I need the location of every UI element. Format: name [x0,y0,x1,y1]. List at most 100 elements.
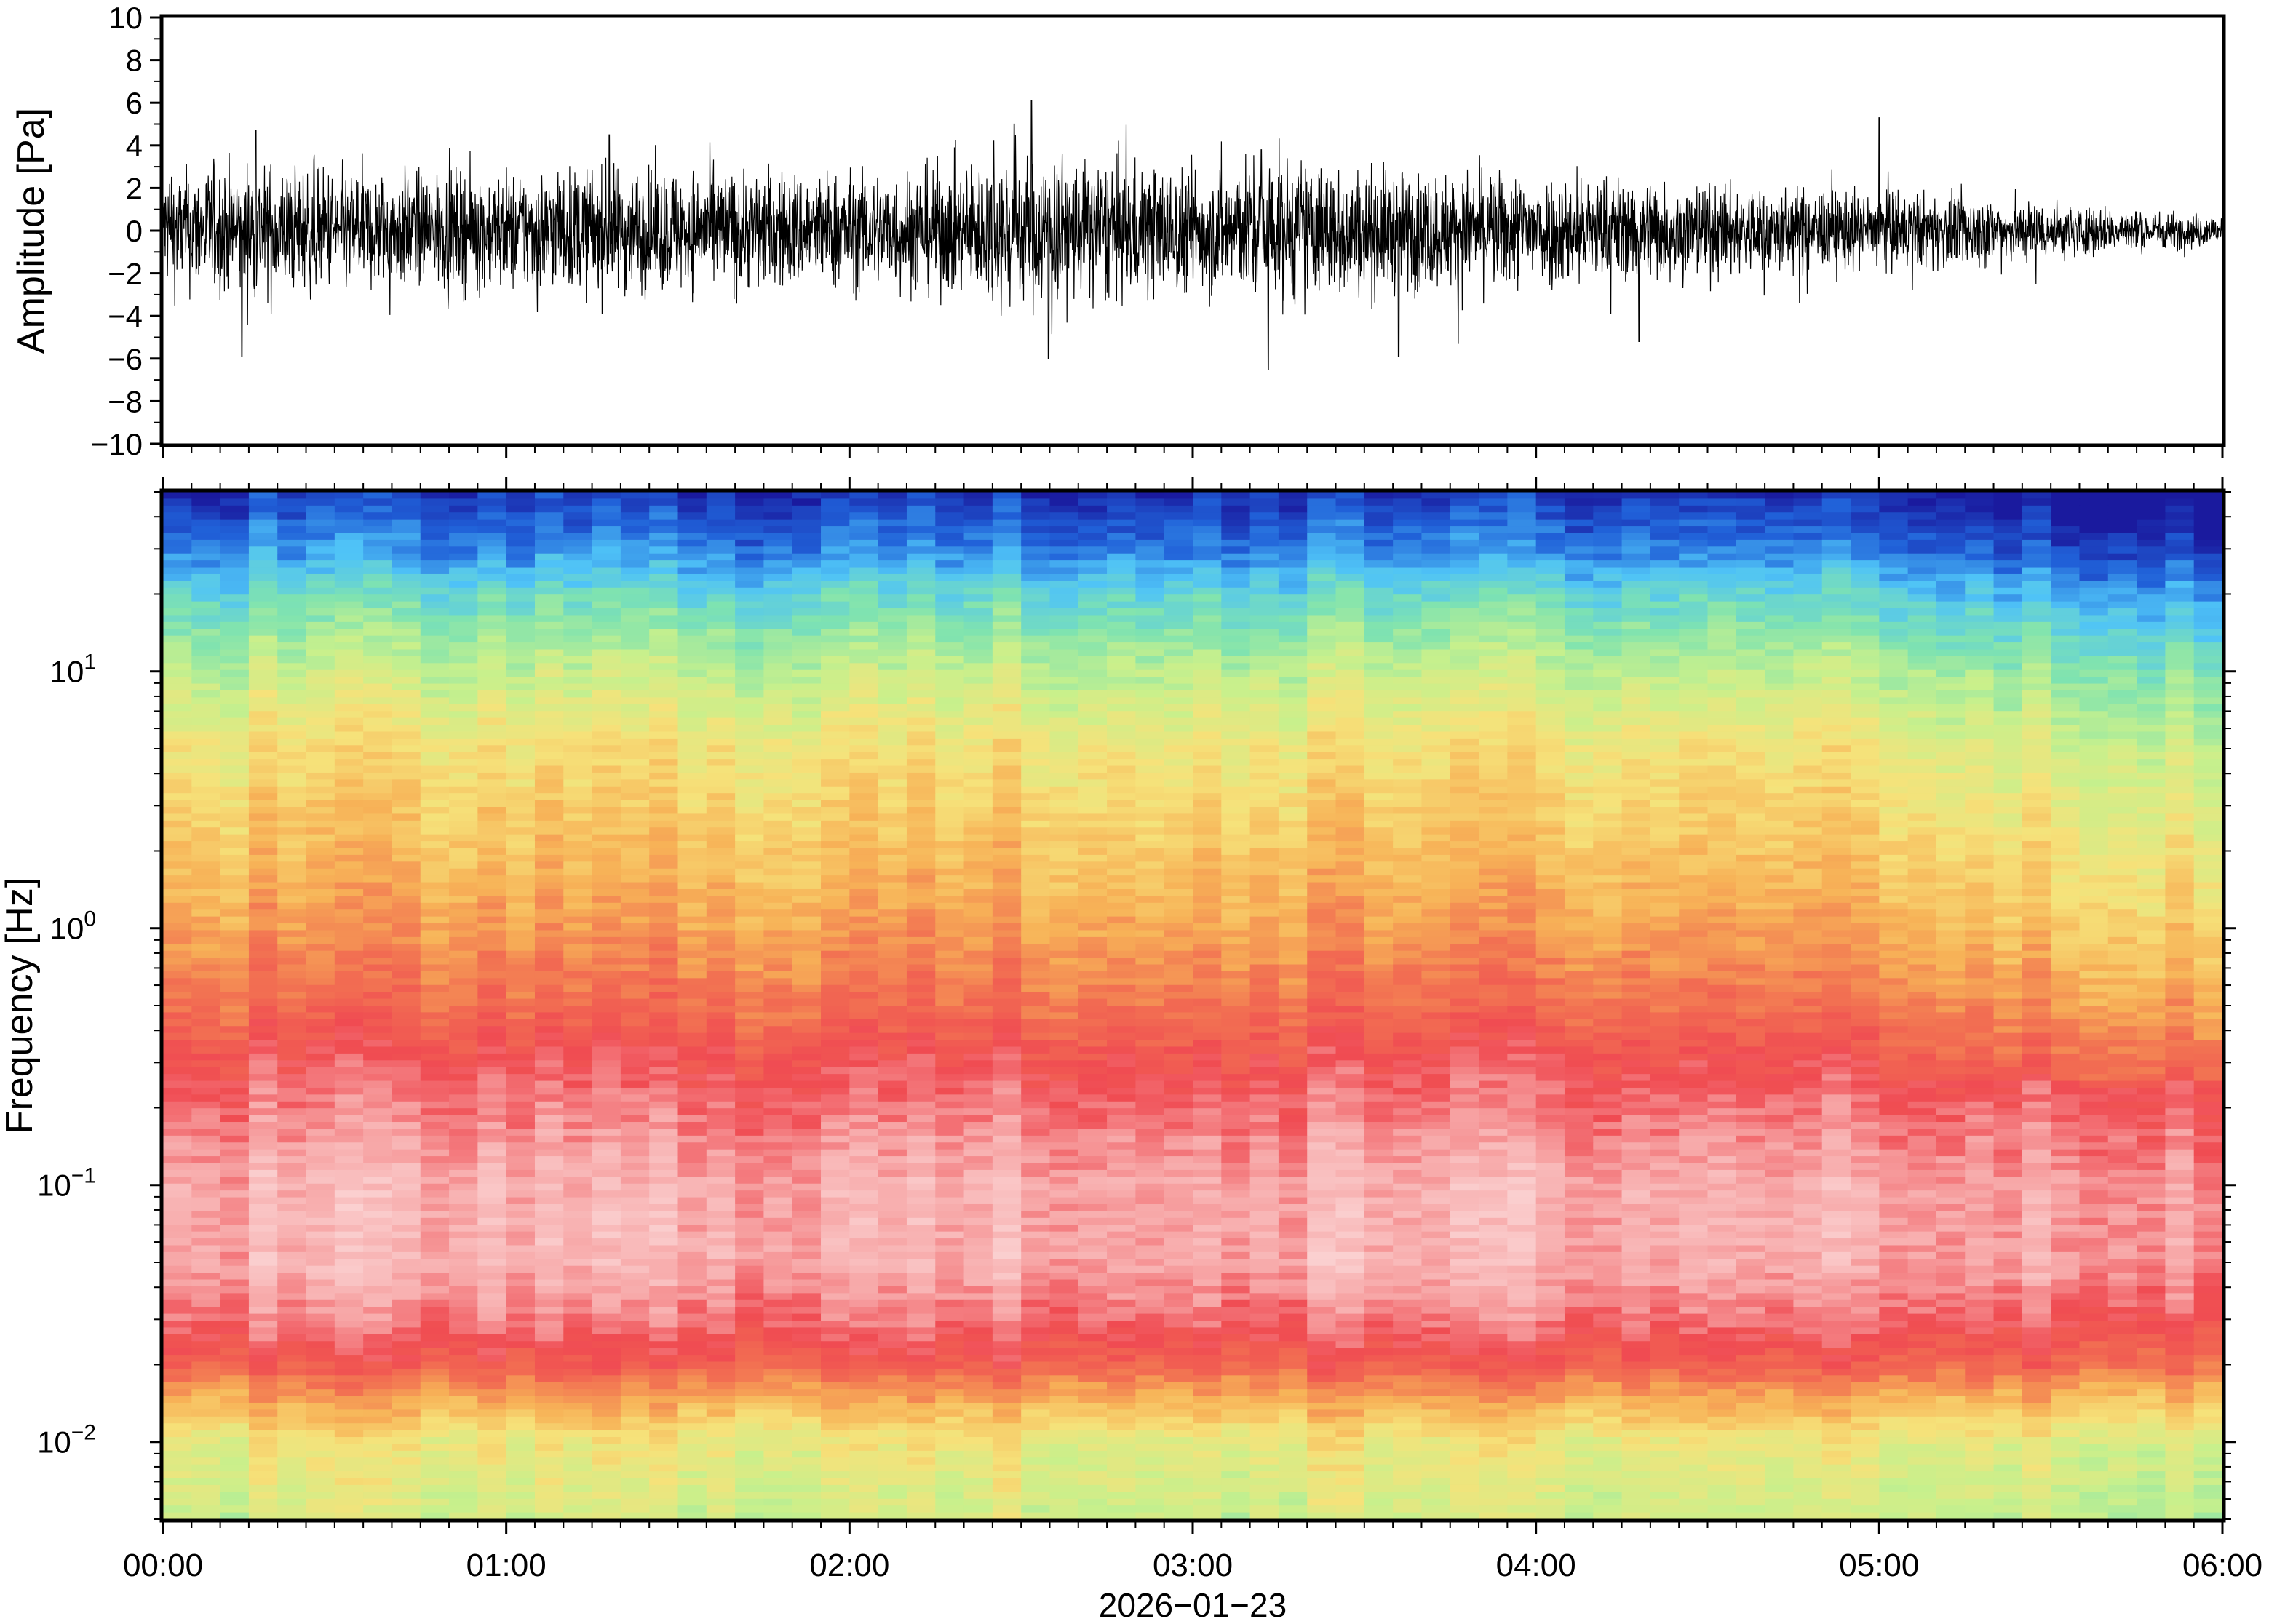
spectrogram-cell [792,820,822,828]
spectrogram-cell [1249,492,1279,500]
spectrogram-cell [191,888,221,896]
spectrogram-cell [1421,553,1451,561]
spectrogram-cell [735,793,765,801]
spectrogram-cell [563,765,593,773]
spectrogram-cell [1221,663,1251,671]
spectrogram-cell [306,800,335,808]
spectrogram-cell [506,587,536,595]
spectrogram-cell [1193,779,1222,787]
spectrogram-cell [1851,717,1880,725]
spectrogram-cell [1936,711,1966,719]
spectrogram-cell [735,690,765,698]
spectrogram-cell [2107,909,2137,918]
spectrogram-cell [1335,848,1365,856]
spectrogram-cell [1879,663,1909,671]
spectrogram-cell [1164,533,1193,541]
spectrogram-cell [1907,649,1937,657]
spectrogram-cell [1993,738,2023,746]
spectrogram-cell [1421,697,1451,705]
spectrogram-cell [620,717,650,725]
spectrogram-cell [706,601,736,609]
spectrogram-cell [1393,608,1423,616]
spectrogram-cell [849,711,879,719]
spectrogram-cell [2137,505,2166,513]
spectrogram-cell [334,868,364,876]
spectrogram-cell [1821,629,1851,637]
spectrogram-cell [620,772,650,780]
spectrogram-cell [763,683,793,691]
spectrogram-cell [277,492,307,500]
spectrogram-cell [706,752,736,760]
spectrogram-cell [1307,711,1337,719]
spectrogram-cell [1421,581,1451,589]
spectrogram-cell [735,546,765,554]
spectrogram-cell [1021,629,1051,637]
spectrogram-cell [1707,526,1737,534]
spectrogram-cell [849,546,879,554]
spectrogram-cell [1650,944,1680,952]
spectrogram-cell [992,827,1022,835]
spectrogram-cell [1879,690,1909,698]
spectrogram-cell [1221,944,1251,952]
spectrogram-cell [1479,635,1508,643]
spectrogram-cell [2022,725,2051,733]
spectrogram-cell [1650,820,1680,828]
spectrogram-cell [706,669,736,677]
spectrogram-cell [1135,526,1165,534]
spectrogram-cell [277,601,307,609]
spectrogram-cell [963,621,993,629]
spectrogram-cell [1879,533,1909,541]
spectrogram-cell [1965,704,1995,712]
spectrogram-cell [1765,827,1795,835]
spectrogram-cell [2165,745,2195,753]
spectrogram-cell [1450,759,1479,767]
spectrogram-cell [191,581,221,589]
spectrogram-cell [363,882,393,890]
spectrogram-cell [1278,841,1308,849]
spectrogram-cell [191,813,221,821]
spectrogram-cell [191,704,221,712]
spectrogram-cell [420,615,450,623]
spectrogram-cell [220,923,250,931]
spectrogram-cell [1765,629,1795,637]
spectrogram-cell [677,765,707,773]
spectrogram-cell [1364,492,1394,500]
spectrogram-cell [277,567,307,575]
spectrogram-cell [935,950,965,958]
spectrogram-cell [191,779,221,787]
spectrogram-cell [1593,950,1623,958]
spectrogram-cell [392,615,421,623]
spectrogram-cell [2165,683,2195,691]
spectrogram-cell [1479,629,1508,637]
spectrogram-cell [1679,567,1709,575]
spectrogram-cell [248,553,278,561]
spectrogram-cell [1450,848,1479,856]
spectrogram-cell [306,512,335,520]
spectrogram-cell [248,786,278,794]
spectrogram-cell [1135,820,1165,828]
spectrogram-cell [1793,629,1823,637]
spectrogram-cell [334,800,364,808]
spectrogram-cell [1135,608,1165,616]
spectrogram-cell [248,807,278,815]
spectrogram-cell [2137,533,2166,541]
spectrogram-cell [392,909,421,918]
spectrogram-cell [1593,601,1623,609]
spectrogram-cell [1021,601,1051,609]
spectrogram-cell [963,601,993,609]
spectrogram-cell [592,601,621,609]
spectrogram-cell [1907,546,1937,554]
spectrogram-cell [849,492,879,500]
spectrogram-cell [2193,731,2223,739]
spectrogram-cell [306,608,335,616]
spectrogram-cell [2165,663,2195,671]
spectrogram-cell [2107,581,2137,589]
spectrogram-cell [935,854,965,862]
spectrogram-cell [1851,711,1880,719]
spectrogram-cell [1707,827,1737,835]
spectrogram-cell [1593,608,1623,616]
spectrogram-cell [821,916,850,924]
spectrogram-cell [1621,765,1651,773]
spectrogram-cell [1679,677,1709,685]
spectrogram-cell [392,759,421,767]
